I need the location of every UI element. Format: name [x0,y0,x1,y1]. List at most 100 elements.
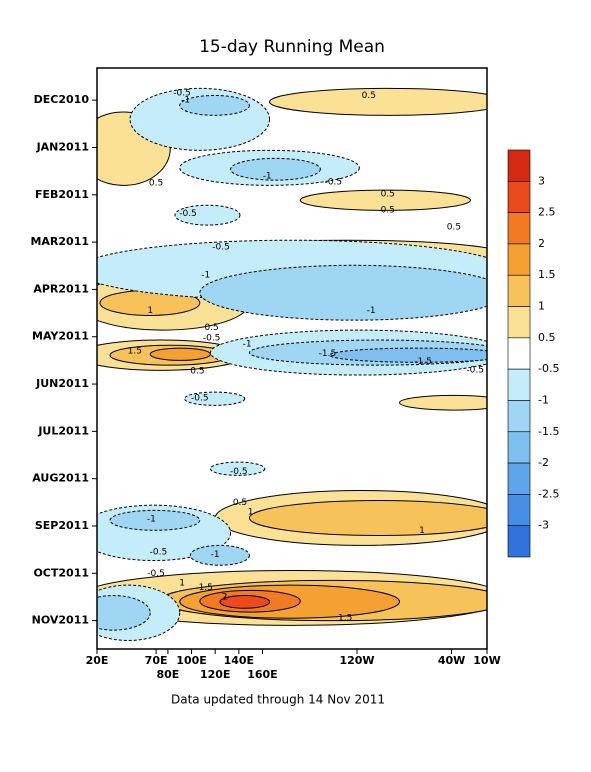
contour-region [248,499,487,536]
colorbar-box [507,306,531,339]
y-tick-label: JAN2011 [36,140,89,153]
contour-region [219,595,271,609]
colorbar-label: -3 [538,519,549,532]
contour-label: -1 [147,514,156,524]
contour-label: -0.5 [191,394,209,404]
colorbar-box [507,337,531,370]
contour-label: -1 [263,171,272,181]
colorbar-box [507,462,531,495]
y-tick-label: SEP2011 [35,519,89,532]
colorbar-label: 0.5 [538,331,556,344]
contour-label: -0.5 [203,334,221,344]
colorbar-box [507,274,531,307]
contour-label: 1.5 [338,614,352,624]
colorbar-box [507,243,531,276]
plot-frame [96,67,488,650]
contour-region [179,94,250,116]
y-tick-label: OCT2011 [33,566,89,579]
contour-label: 1.5 [128,346,142,356]
contour-region [329,347,487,363]
colorbar-label: 2 [538,237,545,250]
contour-label: -0.5 [230,467,248,477]
contour-region [109,509,201,531]
x-tick-label: 80E [156,668,179,681]
contour-label: -1 [243,339,252,349]
contour-label: -0.5 [173,89,191,99]
colorbar-label: 1.5 [538,268,556,281]
contour-label: 0.5 [149,178,163,188]
x-tick-label: 120W [339,654,374,667]
x-tick-label: 160E [247,668,277,681]
x-tick-label: 40W [438,654,465,667]
contour-region [189,544,250,566]
colorbar-label: -2.5 [538,487,559,500]
contour-region [174,204,241,226]
y-tick-label: FEB2011 [35,188,89,201]
colorbar-box [507,149,531,182]
colorbar-box [507,212,531,245]
contour-label: 1 [248,507,254,517]
x-tick-label: 70E [145,654,168,667]
x-tick-label: 10W [473,654,500,667]
colorbar-box [507,400,531,433]
contour-label: -1 [181,96,190,106]
contour-label: 0.5 [362,91,376,101]
x-tick-label: 100E [176,654,206,667]
contour-region [399,394,487,411]
colorbar-label: 1 [538,300,545,313]
y-tick-label: AUG2011 [32,472,89,485]
contour-region [209,461,266,476]
colorbar-label: -1.5 [538,425,559,438]
contour-region [97,595,151,631]
contour-label: -1.5 [414,357,432,367]
x-tick-label: 120E [200,668,230,681]
colorbar-label: 3 [538,174,545,187]
contour-label: 0.5 [381,189,395,199]
contour-region [269,87,487,116]
y-tick-label: MAY2011 [32,330,89,343]
contour-label: 0.5 [381,205,395,215]
contour-region [183,391,246,406]
colorbar-label: -1 [538,393,549,406]
y-tick-label: NOV2011 [32,614,89,627]
footnote: Data updated through 14 Nov 2011 [171,693,385,707]
y-tick-label: MAR2011 [30,235,89,248]
contour-label: -0.5 [466,365,484,375]
y-tick-label: DEC2010 [34,93,90,106]
contour-label: -0.5 [179,209,197,219]
contour-label: -0.5 [147,569,165,579]
chart-title: 15-day Running Mean [199,37,385,57]
contour-label: -0.5 [325,178,343,188]
contour-label: 1 [419,526,425,536]
contour-label: -1 [201,271,210,281]
contour-label: -1 [367,306,376,316]
contour-region [149,347,211,361]
contour-label: 1 [147,306,153,316]
contour-label: -0.5 [212,242,230,252]
contour-label: -1 [211,550,220,560]
contour-label: -1.5 [319,349,337,359]
x-tick-label: 140E [224,654,254,667]
colorbar-box [507,431,531,464]
contour-region [199,264,487,321]
colorbar-label: -0.5 [538,362,559,375]
contour-label: 0.5 [190,366,204,376]
contour-label: 1 [179,578,185,588]
contour-label: 0.5 [447,222,461,232]
contour-label: 0.5 [204,323,218,333]
colorbar-box [507,368,531,401]
contour-label: 1.5 [199,583,213,593]
y-tick-label: APR2011 [33,282,89,295]
x-tick-label: 20E [86,654,109,667]
contour-region [299,189,471,211]
colorbar-box [507,525,531,558]
contour-region [230,157,321,181]
colorbar-box [507,181,531,213]
contour-label: 0.5 [233,498,247,508]
colorbar-box [507,494,531,526]
y-tick-label: JUL2011 [37,424,89,437]
colorbar-label: 2.5 [538,206,556,219]
y-tick-label: JUN2011 [35,377,89,390]
